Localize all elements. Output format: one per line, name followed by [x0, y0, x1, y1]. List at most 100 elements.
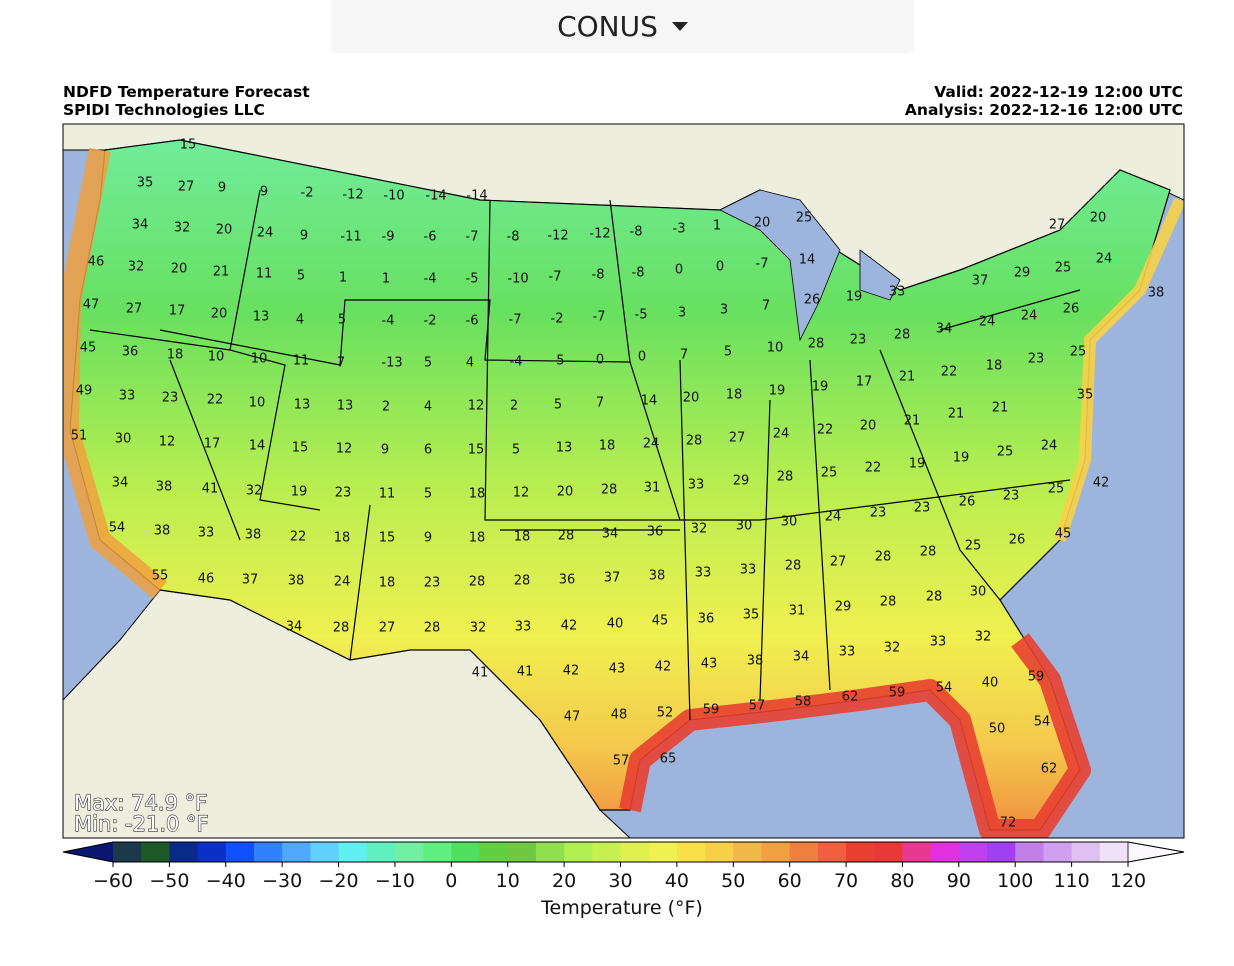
temperature-label: 42 — [1093, 476, 1110, 491]
temperature-label: 28 — [920, 545, 937, 560]
temperature-label: 9 — [218, 181, 226, 196]
colorbar-over — [1127, 841, 1185, 863]
temperature-label: -7 — [466, 230, 479, 245]
colorbar-tick-label: 100 — [997, 870, 1033, 892]
temperature-label: 10 — [208, 350, 225, 365]
temperature-label: 45 — [1055, 527, 1072, 542]
temperature-label: 32 — [884, 641, 901, 656]
temperature-label: 37 — [242, 573, 259, 588]
temperature-label: 5 — [338, 313, 346, 328]
temperature-label: -12 — [547, 229, 568, 244]
temperature-label: 25 — [796, 211, 813, 226]
pacific-coast-warm-band — [63, 147, 168, 599]
temperature-label: 34 — [286, 620, 303, 635]
temperature-label: 46 — [88, 255, 105, 270]
colorbar-segment — [366, 842, 396, 862]
temperature-label: 38 — [649, 569, 666, 584]
temperature-label: 27 — [379, 621, 396, 636]
temperature-label: 25 — [1055, 261, 1072, 276]
temperature-label: 4 — [296, 313, 304, 328]
temperature-label: -14 — [466, 189, 487, 204]
colorbar-tick-label: −30 — [262, 870, 302, 892]
temperature-label: 24 — [825, 510, 842, 525]
colorbar-segment — [592, 842, 621, 862]
temperature-label: 28 — [808, 337, 825, 352]
temperature-label: 46 — [198, 572, 215, 587]
colorbar-tick-label: 10 — [496, 870, 520, 892]
colorbar-tick-label: 20 — [552, 870, 576, 892]
temperature-label: 27 — [1049, 218, 1066, 233]
temperature-label: 18 — [167, 348, 184, 363]
temperature-label: 1 — [339, 271, 347, 286]
temperature-label: 28 — [333, 621, 350, 636]
temperature-label: 25 — [965, 539, 982, 554]
temperature-label: -10 — [507, 272, 528, 287]
atlantic-coast-band — [1054, 197, 1184, 542]
temperature-label: 17 — [169, 304, 186, 319]
temperature-label: -8 — [507, 230, 520, 245]
temperature-label: 18 — [514, 530, 531, 545]
temperature-label: 29 — [835, 600, 852, 615]
temperature-label: 40 — [982, 676, 999, 691]
temperature-label: 17 — [856, 375, 873, 390]
region-label: CONUS — [557, 10, 658, 43]
temperature-label: 48 — [611, 708, 628, 723]
colorbar-segment — [197, 842, 227, 862]
temperature-label: -8 — [632, 266, 645, 281]
temperature-label: 65 — [660, 752, 677, 767]
temperature-label: 0 — [638, 350, 646, 365]
colorbar-segment — [1099, 842, 1129, 862]
temperature-label: -6 — [466, 314, 479, 329]
temperature-label: 9 — [381, 443, 389, 458]
temperature-label: 62 — [842, 690, 859, 705]
temperature-label: 35 — [743, 608, 760, 623]
temperature-label: 28 — [880, 595, 897, 610]
temperature-label: 27 — [729, 431, 746, 446]
temperature-label: 54 — [936, 681, 953, 696]
colorbar-segment — [648, 842, 678, 862]
temperature-label: 27 — [178, 180, 195, 195]
temperature-label: 32 — [128, 260, 145, 275]
temperature-label: 35 — [1077, 388, 1094, 403]
temperature-label: 34 — [793, 650, 810, 665]
colorbar-segment — [761, 842, 791, 862]
temperature-label: 55 — [152, 569, 169, 584]
colorbar-tick-label: 30 — [608, 870, 632, 892]
temperature-label: 30 — [970, 585, 987, 600]
temperature-label: -9 — [382, 230, 395, 245]
temperature-label: 5 — [512, 443, 520, 458]
temperature-label: 13 — [294, 398, 311, 413]
colorbar-segment — [902, 842, 932, 862]
temperature-label: 41 — [202, 482, 219, 497]
colorbar-segment — [225, 842, 255, 862]
temperature-label: 42 — [563, 664, 580, 679]
colorbar-tick-label: 120 — [1110, 870, 1146, 892]
temperature-label: 33 — [740, 563, 757, 578]
colorbar-segment — [846, 842, 875, 862]
temperature-label: 0 — [716, 260, 724, 275]
colorbar-segment — [817, 842, 847, 862]
colorbar-tick-label: −40 — [206, 870, 246, 892]
temperature-label: 59 — [889, 686, 906, 701]
temperature-label: 9 — [260, 185, 268, 200]
temperature-label: 33 — [695, 566, 712, 581]
temperature-label: 32 — [246, 484, 263, 499]
temperature-label: 35 — [137, 176, 154, 191]
temperature-label: 28 — [777, 470, 794, 485]
temperature-label: 10 — [767, 341, 784, 356]
temperature-label: -6 — [424, 230, 437, 245]
temperature-label: 59 — [703, 703, 720, 718]
region-dropdown[interactable]: CONUS — [331, 0, 914, 53]
temperature-label: 26 — [1063, 302, 1080, 317]
temperature-label: 22 — [817, 423, 834, 438]
temperature-label: 38 — [245, 528, 262, 543]
temperature-label: 10 — [249, 396, 266, 411]
temperature-label: -10 — [383, 189, 404, 204]
colorbar-segment — [479, 842, 509, 862]
temperature-label: 25 — [997, 445, 1014, 460]
temperature-label: 36 — [122, 345, 139, 360]
colorbar-segment — [1043, 842, 1073, 862]
temperature-label: 5 — [424, 487, 432, 502]
colorbar-under — [63, 842, 113, 862]
